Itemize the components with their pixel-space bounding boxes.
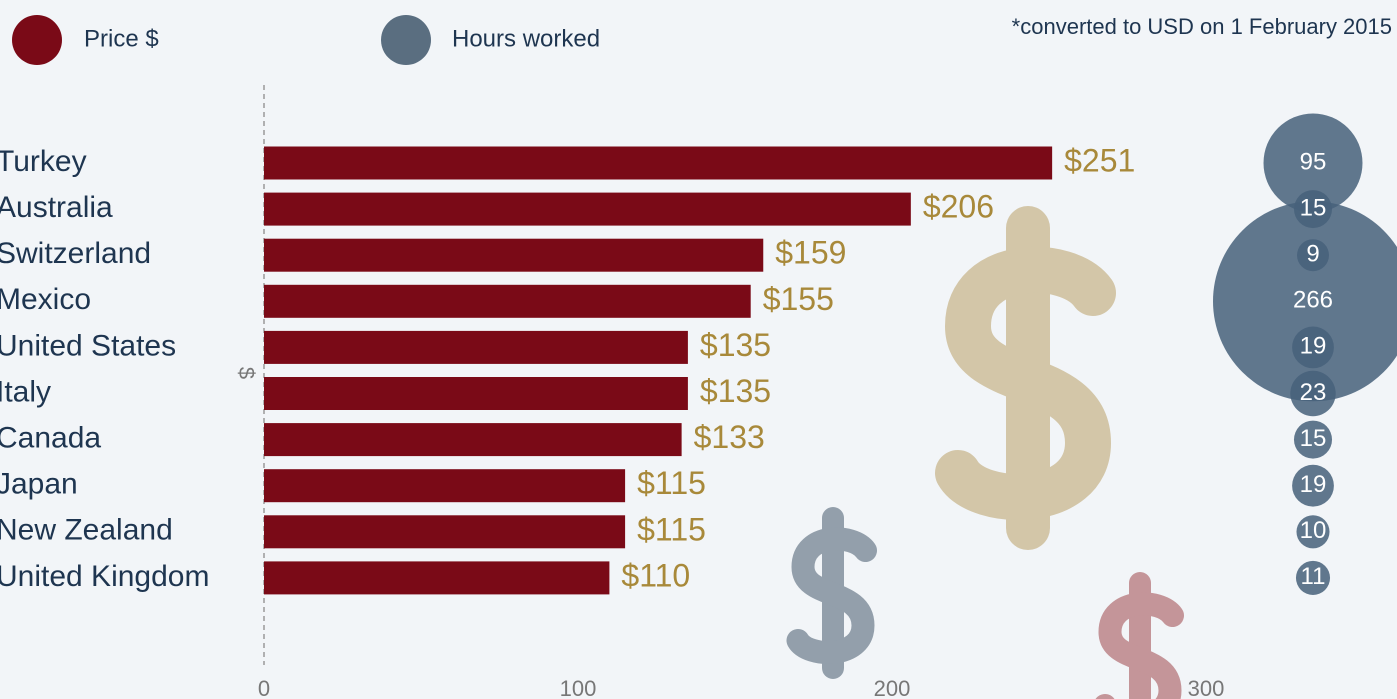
x-tick-label: 0 [258,676,270,699]
bar [264,238,764,272]
decor-dollar [1105,583,1173,699]
bubble-label: 15 [1300,194,1327,221]
bubble-label: 95 [1300,148,1327,175]
bubble-label: 15 [1300,425,1327,452]
decor-dollar [958,228,1093,528]
value-label: $110 [621,557,690,593]
category-label: United States [0,329,176,362]
bubble [1293,420,1333,459]
category-label: Australia [0,191,113,224]
bubble-label: 19 [1300,471,1327,498]
bar [264,423,682,457]
x-tick-label: 200 [874,676,911,699]
category-label: Canada [0,422,101,455]
bar [264,146,1053,180]
value-label: $135 [700,327,771,363]
value-label: $115 [637,465,706,501]
bubble [1292,326,1334,369]
bar [264,515,626,549]
bubble [1213,201,1397,402]
bubble [1263,113,1363,213]
y-axis-label: $ [234,367,259,379]
x-tick-label: 300 [1188,676,1225,699]
category-label: Turkey [0,145,87,178]
legend-label: Price $ [84,25,159,52]
bar [264,469,626,503]
value-label: $115 [637,511,706,547]
value-label: $133 [694,419,765,455]
bubble [1296,515,1330,549]
category-label: Italy [0,375,51,408]
value-label: $206 [923,189,994,225]
legend-marker [12,15,62,65]
bar [264,192,911,226]
value-label: $159 [775,235,846,271]
category-label: Switzerland [0,237,151,270]
category-label: United Kingdom [0,560,209,593]
category-label: Mexico [0,283,91,316]
value-label: $251 [1064,142,1135,178]
bubble-label: 9 [1306,241,1319,268]
bubble-label: 10 [1300,517,1327,544]
legend-label: Hours worked [452,25,600,52]
category-label: Japan [0,468,78,501]
bubble-label: 19 [1300,333,1327,360]
x-tick-label: 100 [560,676,597,699]
bubble-label: 23 [1300,379,1327,406]
value-label: $135 [700,373,771,409]
decor-dollar [798,518,866,668]
bar [264,330,688,364]
bubble [1292,464,1334,507]
bubble-label: 266 [1293,287,1333,314]
bar [264,284,751,318]
category-label: New Zealand [0,514,173,547]
legend-marker [381,15,431,65]
bar [264,561,610,595]
value-label: $155 [763,281,834,317]
bubble-label: 11 [1301,563,1326,590]
bubble [1290,370,1336,417]
note: *converted to USD on 1 February 2015 [1012,14,1392,39]
bubble [1295,560,1331,595]
bar [264,377,688,410]
